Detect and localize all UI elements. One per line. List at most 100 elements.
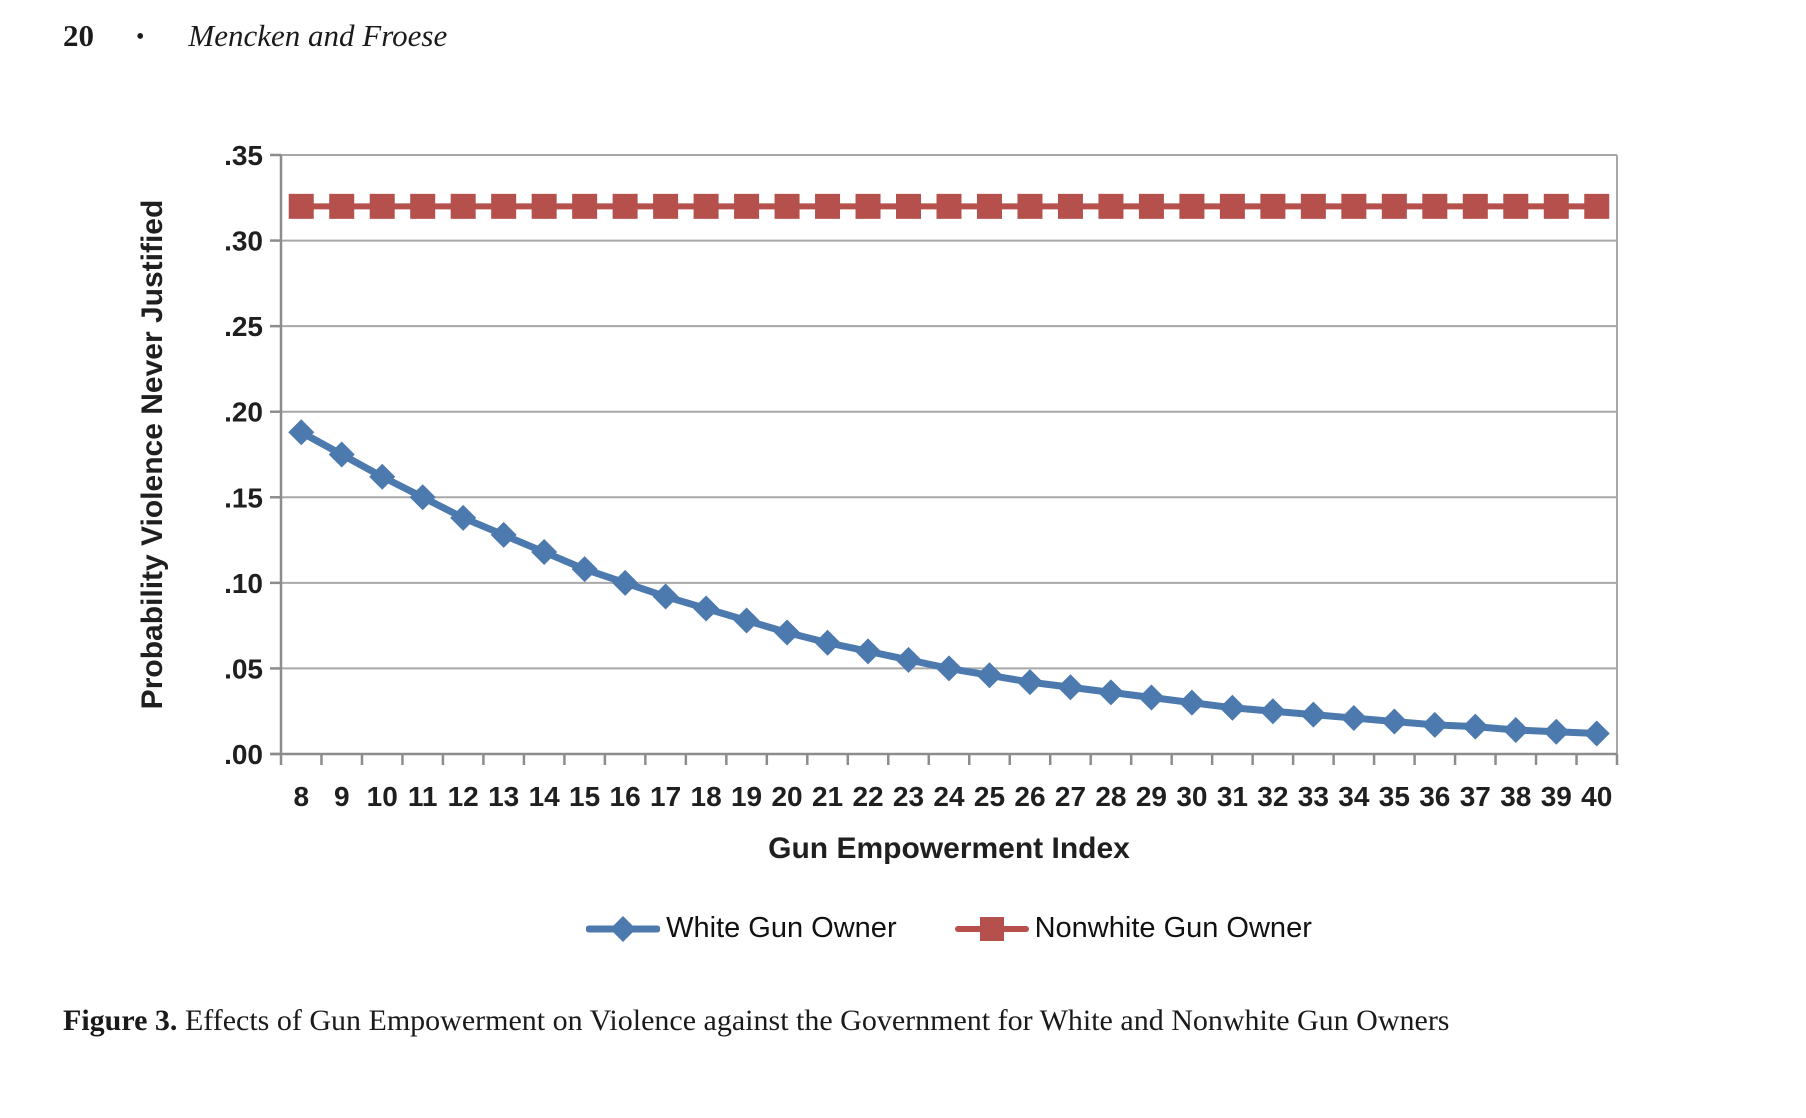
x-tick-label: 32 <box>1257 781 1288 812</box>
x-tick-label: 35 <box>1379 781 1410 812</box>
data-point-diamond <box>1462 713 1489 740</box>
legend-label-nonwhite-gun-owner: Nonwhite Gun Owner <box>1034 912 1312 944</box>
y-tick-label: .30 <box>224 226 263 257</box>
x-tick-label: 24 <box>933 781 965 812</box>
data-point-square <box>1098 193 1124 219</box>
data-point-square <box>1260 193 1286 219</box>
data-point-square <box>288 193 314 219</box>
x-tick-label: 26 <box>1014 781 1045 812</box>
x-tick-label: 17 <box>650 781 681 812</box>
x-tick-label: 11 <box>408 781 438 812</box>
chart-legend: White Gun Owner Nonwhite Gun Owner <box>281 912 1617 945</box>
data-point-square <box>1543 193 1569 219</box>
x-tick-label: 21 <box>812 781 843 812</box>
data-point-diamond <box>1421 711 1448 738</box>
data-point-diamond <box>369 463 396 490</box>
data-point-diamond <box>976 662 1003 689</box>
data-point-square <box>774 193 800 219</box>
x-tick-label: 38 <box>1500 781 1531 812</box>
y-tick-label: .00 <box>224 739 263 770</box>
data-point-diamond <box>1057 674 1084 701</box>
nonwhite-series-marker-icon <box>954 916 1029 941</box>
x-tick-label: 40 <box>1581 781 1612 812</box>
data-point-diamond <box>571 556 598 583</box>
data-point-square <box>1462 193 1488 219</box>
data-point-square <box>491 193 517 219</box>
data-point-diamond <box>1583 720 1610 747</box>
x-tick-label: 34 <box>1338 781 1370 812</box>
data-point-diamond <box>895 646 922 673</box>
x-tick-label: 20 <box>771 781 802 812</box>
figure-caption-label: Figure 3. <box>63 1004 178 1037</box>
y-tick-label: .15 <box>224 482 263 513</box>
data-point-square <box>1219 193 1245 219</box>
data-point-diamond <box>1381 708 1408 735</box>
data-point-diamond <box>1543 718 1570 745</box>
data-point-square <box>1503 193 1529 219</box>
x-tick-label: 22 <box>852 781 883 812</box>
page-number: 20 <box>63 18 94 53</box>
figure-caption: Figure 3. Effects of Gun Empowerment on … <box>63 1000 1463 1043</box>
data-point-square <box>1017 193 1043 219</box>
data-point-square <box>369 193 395 219</box>
x-tick-label: 33 <box>1298 781 1329 812</box>
data-point-square <box>896 193 922 219</box>
data-point-diamond <box>733 607 760 634</box>
x-tick-label: 25 <box>974 781 1005 812</box>
data-point-square <box>410 193 436 219</box>
line-chart-canvas: .00 .05 .10 .15 .20 .25 .30 .35 8 9 10 11 12 13 14 15 16… <box>136 140 1619 865</box>
x-tick-label: 18 <box>691 781 722 812</box>
data-point-square <box>1138 193 1164 219</box>
data-point-square <box>450 193 476 219</box>
data-point-square <box>572 193 598 219</box>
data-point-square <box>1179 193 1205 219</box>
figure-caption-text: Effects of Gun Empowerment on Violence a… <box>184 1004 1450 1037</box>
data-point-diamond <box>1138 684 1165 711</box>
legend-label-white-gun-owner: White Gun Owner <box>666 912 897 944</box>
data-point-diamond <box>814 629 841 656</box>
data-point-diamond <box>409 484 436 511</box>
x-tick-label: 23 <box>893 781 924 812</box>
y-tick-label: .20 <box>224 397 263 428</box>
data-point-square <box>329 193 355 219</box>
page-header: 20 • Mencken and Froese <box>63 18 447 54</box>
x-tick-label: 9 <box>334 781 350 812</box>
x-tick-label: 16 <box>610 781 641 812</box>
data-point-square <box>531 193 557 219</box>
data-point-diamond <box>1502 717 1529 744</box>
white-series-marker-icon <box>586 915 661 942</box>
x-tick-label: 13 <box>488 781 519 812</box>
data-point-diamond <box>1178 689 1205 716</box>
legend-item-nonwhite-gun-owner: Nonwhite Gun Owner <box>954 912 1312 945</box>
x-tick-label: 28 <box>1095 781 1126 812</box>
data-point-square <box>855 193 881 219</box>
data-point-diamond <box>1259 698 1286 725</box>
data-point-diamond <box>531 539 558 566</box>
data-point-diamond <box>1016 669 1043 696</box>
header-bullet: • <box>136 23 145 50</box>
x-tick-label: 39 <box>1541 781 1572 812</box>
data-point-diamond <box>1300 701 1327 728</box>
y-axis-title: Probability Violence Never Justified <box>136 200 169 710</box>
data-point-square <box>976 193 1002 219</box>
data-point-square <box>936 193 962 219</box>
x-tick-label: 27 <box>1055 781 1086 812</box>
data-point-diamond <box>1097 679 1124 706</box>
x-tick-label: 12 <box>448 781 479 812</box>
x-tick-label: 14 <box>529 781 561 812</box>
data-point-diamond <box>450 504 477 531</box>
running-title: Mencken and Froese <box>188 18 448 53</box>
data-point-diamond <box>490 521 517 548</box>
data-point-square <box>693 193 719 219</box>
data-point-square <box>1057 193 1083 219</box>
x-tick-label: 36 <box>1419 781 1450 812</box>
x-tick-label: 19 <box>731 781 762 812</box>
x-tick-label: 10 <box>367 781 398 812</box>
data-point-square <box>1422 193 1448 219</box>
legend-item-white-gun-owner: White Gun Owner <box>586 912 897 945</box>
y-tick-label: .25 <box>224 311 263 342</box>
data-point-diamond <box>855 638 882 665</box>
data-point-square <box>1584 193 1610 219</box>
x-axis-title: Gun Empowerment Index <box>768 832 1130 865</box>
